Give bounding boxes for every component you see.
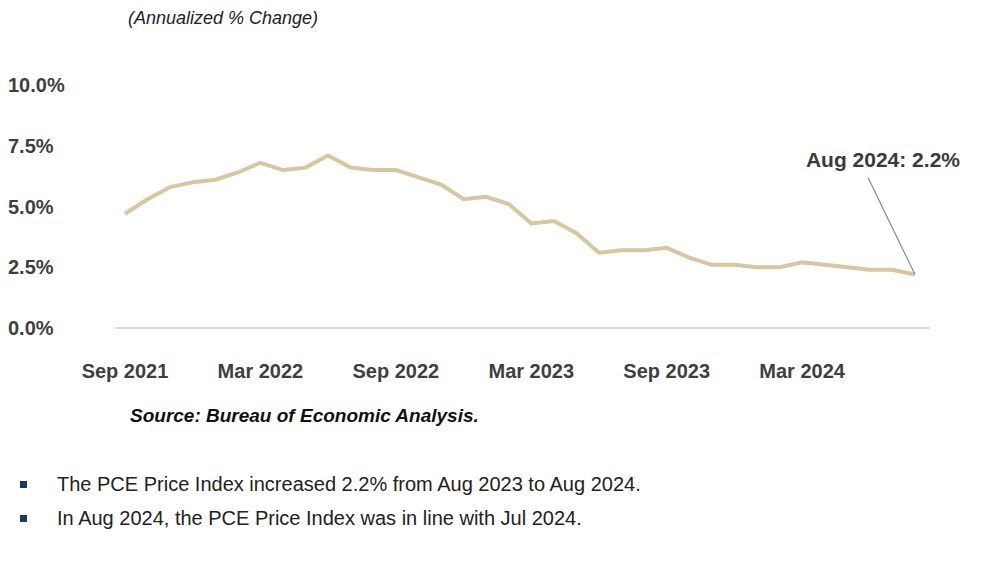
- svg-text:2.5%: 2.5%: [8, 256, 54, 278]
- svg-text:Sep 2023: Sep 2023: [623, 360, 710, 382]
- svg-text:Mar 2024: Mar 2024: [759, 360, 845, 382]
- svg-text:Mar 2022: Mar 2022: [218, 360, 304, 382]
- svg-text:Sep 2022: Sep 2022: [352, 360, 439, 382]
- html-text:Source: Bureau of Economic Ana: Source: Bureau of Economic Analysis.: [130, 405, 479, 426]
- svg-text:0.0%: 0.0%: [8, 317, 54, 339]
- svg-text:7.5%: 7.5%: [8, 135, 54, 157]
- svg-text:Mar 2023: Mar 2023: [488, 360, 574, 382]
- svg-text:Sep 2021: Sep 2021: [82, 360, 169, 382]
- svg-text:10.0%: 10.0%: [8, 74, 65, 96]
- html-text:The PCE Price Index increased: The PCE Price Index increased 2.2% from …: [57, 473, 641, 495]
- html-text:(Annualized % Change): (Annualized % Change): [128, 8, 319, 28]
- svg-text:5.0%: 5.0%: [8, 196, 54, 218]
- html-text:In Aug 2024, the PCE Price Ind: In Aug 2024, the PCE Price Index was in …: [57, 507, 582, 529]
- svg-text:Aug 2024: 2.2%: Aug 2024: 2.2%: [806, 148, 960, 171]
